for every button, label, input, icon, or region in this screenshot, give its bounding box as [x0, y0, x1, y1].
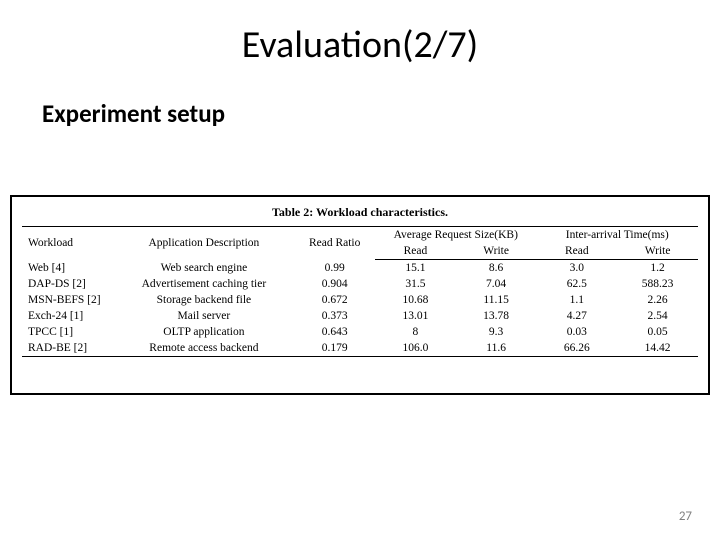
cell-desc: Storage backend file	[113, 292, 294, 308]
cell-workload: TPCC [1]	[22, 324, 113, 340]
cell-desc: Web search engine	[113, 260, 294, 277]
col-size-read: Read	[375, 243, 456, 260]
cell-szwrite: 8.6	[456, 260, 537, 277]
page-number: 27	[679, 509, 692, 524]
table-row: Exch-24 [1] Mail server 0.373 13.01 13.7…	[22, 308, 698, 324]
cell-tread: 0.03	[536, 324, 617, 340]
cell-szwrite: 7.04	[456, 276, 537, 292]
cell-workload: MSN-BEFS [2]	[22, 292, 113, 308]
col-description: Application Description	[113, 227, 294, 260]
cell-tread: 4.27	[536, 308, 617, 324]
cell-tread: 62.5	[536, 276, 617, 292]
col-read-ratio: Read Ratio	[294, 227, 375, 260]
cell-ratio: 0.179	[294, 340, 375, 357]
col-time-read: Read	[536, 243, 617, 260]
cell-twrite: 2.26	[617, 292, 698, 308]
cell-twrite: 0.05	[617, 324, 698, 340]
cell-szread: 106.0	[375, 340, 456, 357]
cell-szwrite: 13.78	[456, 308, 537, 324]
cell-ratio: 0.373	[294, 308, 375, 324]
cell-desc: OLTP application	[113, 324, 294, 340]
cell-workload: DAP-DS [2]	[22, 276, 113, 292]
cell-szread: 15.1	[375, 260, 456, 277]
cell-ratio: 0.904	[294, 276, 375, 292]
cell-twrite: 1.2	[617, 260, 698, 277]
col-workload: Workload	[22, 227, 113, 260]
cell-twrite: 2.54	[617, 308, 698, 324]
col-time-write: Write	[617, 243, 698, 260]
cell-szwrite: 11.6	[456, 340, 537, 357]
table-row: TPCC [1] OLTP application 0.643 8 9.3 0.…	[22, 324, 698, 340]
cell-workload: Web [4]	[22, 260, 113, 277]
cell-twrite: 14.42	[617, 340, 698, 357]
cell-szread: 13.01	[375, 308, 456, 324]
cell-szread: 31.5	[375, 276, 456, 292]
cell-szwrite: 11.15	[456, 292, 537, 308]
table-row: Web [4] Web search engine 0.99 15.1 8.6 …	[22, 260, 698, 277]
table-row: MSN-BEFS [2] Storage backend file 0.672 …	[22, 292, 698, 308]
cell-ratio: 0.672	[294, 292, 375, 308]
col-size-write: Write	[456, 243, 537, 260]
table-row: RAD-BE [2] Remote access backend 0.179 1…	[22, 340, 698, 357]
cell-tread: 66.26	[536, 340, 617, 357]
table-caption: Table 2: Workload characteristics.	[22, 205, 698, 220]
col-group-time: Inter-arrival Time(ms)	[536, 227, 698, 244]
cell-desc: Advertisement caching tier	[113, 276, 294, 292]
cell-workload: Exch-24 [1]	[22, 308, 113, 324]
table-container: Table 2: Workload characteristics. Workl…	[10, 195, 710, 395]
cell-desc: Remote access backend	[113, 340, 294, 357]
cell-tread: 3.0	[536, 260, 617, 277]
slide: Evaluation(2/7) Experiment setup Table 2…	[0, 0, 720, 540]
cell-twrite: 588.23	[617, 276, 698, 292]
table-row: DAP-DS [2] Advertisement caching tier 0.…	[22, 276, 698, 292]
cell-szread: 8	[375, 324, 456, 340]
workload-table: Workload Application Description Read Ra…	[22, 226, 698, 357]
cell-desc: Mail server	[113, 308, 294, 324]
cell-szread: 10.68	[375, 292, 456, 308]
slide-title: Evaluation(2/7)	[0, 22, 720, 68]
col-group-size: Average Request Size(KB)	[375, 227, 536, 244]
cell-tread: 1.1	[536, 292, 617, 308]
cell-ratio: 0.643	[294, 324, 375, 340]
slide-subtitle: Experiment setup	[42, 98, 225, 129]
cell-ratio: 0.99	[294, 260, 375, 277]
cell-workload: RAD-BE [2]	[22, 340, 113, 357]
cell-szwrite: 9.3	[456, 324, 537, 340]
